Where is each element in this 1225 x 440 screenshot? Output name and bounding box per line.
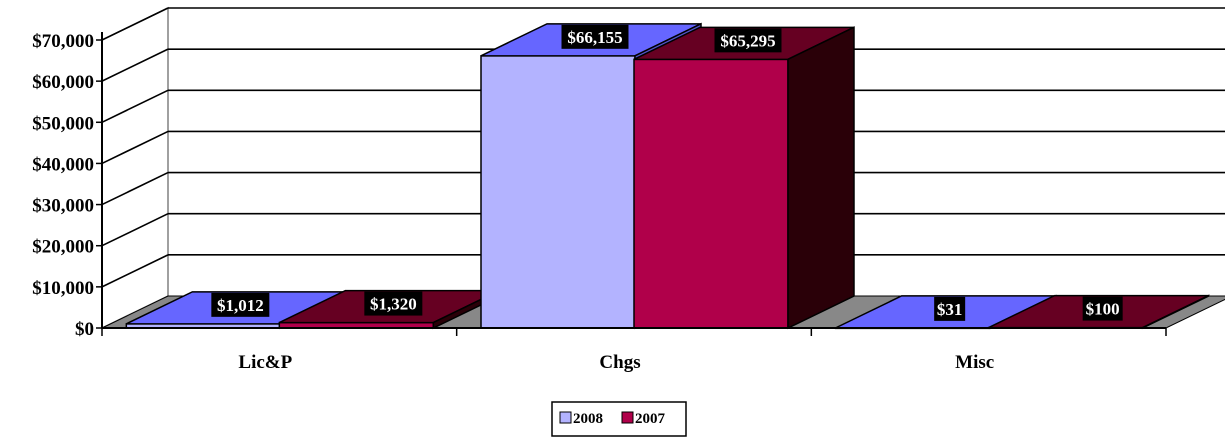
data-label: $100 [1082, 296, 1123, 321]
data-label-text: $1,320 [370, 295, 417, 314]
x-category-label: Misc [955, 352, 994, 373]
data-label-text: $1,012 [217, 296, 264, 315]
legend-swatch [621, 411, 634, 424]
legend-label: 2007 [635, 411, 666, 427]
data-label-bg [561, 24, 629, 49]
y-axis-ticks: $0 $10,000 $20,000 $30,000 $40,000 $50,000 $60… [32, 31, 102, 340]
gridline-side [101, 212, 169, 247]
x-axis-categories: Lic&P Chgs Misc [238, 352, 994, 373]
y-tick-label: $70,000 [32, 31, 94, 52]
data-label-text: $31 [937, 300, 963, 319]
y-tick-label: $50,000 [32, 113, 94, 134]
y-tick-label: $60,000 [32, 72, 94, 93]
data-label-bg [1082, 296, 1123, 321]
gridline-side [101, 130, 169, 165]
data-label-bg [934, 296, 966, 321]
legend-label: 2008 [573, 411, 603, 427]
gridline-side [101, 7, 169, 41]
data-labels: $1,012 $1,320 $66,155 $65,295 $31 $100 [211, 24, 1123, 321]
legend-box [551, 401, 687, 437]
y-tick-label: $10,000 [32, 278, 94, 299]
gridline-side [101, 89, 169, 124]
data-label-text: $66,155 [567, 28, 622, 47]
side-wall [101, 6, 169, 330]
y-tick-label: $20,000 [32, 237, 94, 258]
data-label: $1,320 [364, 291, 423, 316]
gridline-side [101, 48, 169, 82]
data-label-text: $100 [1086, 300, 1120, 319]
data-label: $1,012 [211, 292, 270, 317]
gridline-side [101, 254, 169, 288]
y-tick-label: $30,000 [32, 196, 94, 217]
data-label-text: $65,295 [720, 31, 775, 50]
data-label-bg [364, 291, 423, 316]
data-label-bg [211, 292, 270, 317]
data-label: $31 [934, 296, 966, 321]
y-tick-label: $0 [75, 319, 94, 340]
x-category-label: Chgs [599, 352, 640, 373]
bar-side [787, 26, 855, 330]
data-label: $65,295 [714, 28, 782, 53]
x-category-label: Lic&P [238, 352, 292, 373]
bar-front [633, 58, 789, 329]
gridline-side [101, 171, 169, 206]
y-tick-label: $40,000 [32, 154, 94, 175]
bar-front [480, 55, 636, 329]
data-label-bg [714, 28, 782, 53]
legend: 2008 2007 [551, 401, 687, 437]
data-label: $66,155 [561, 24, 629, 49]
legend-swatch [559, 411, 572, 424]
